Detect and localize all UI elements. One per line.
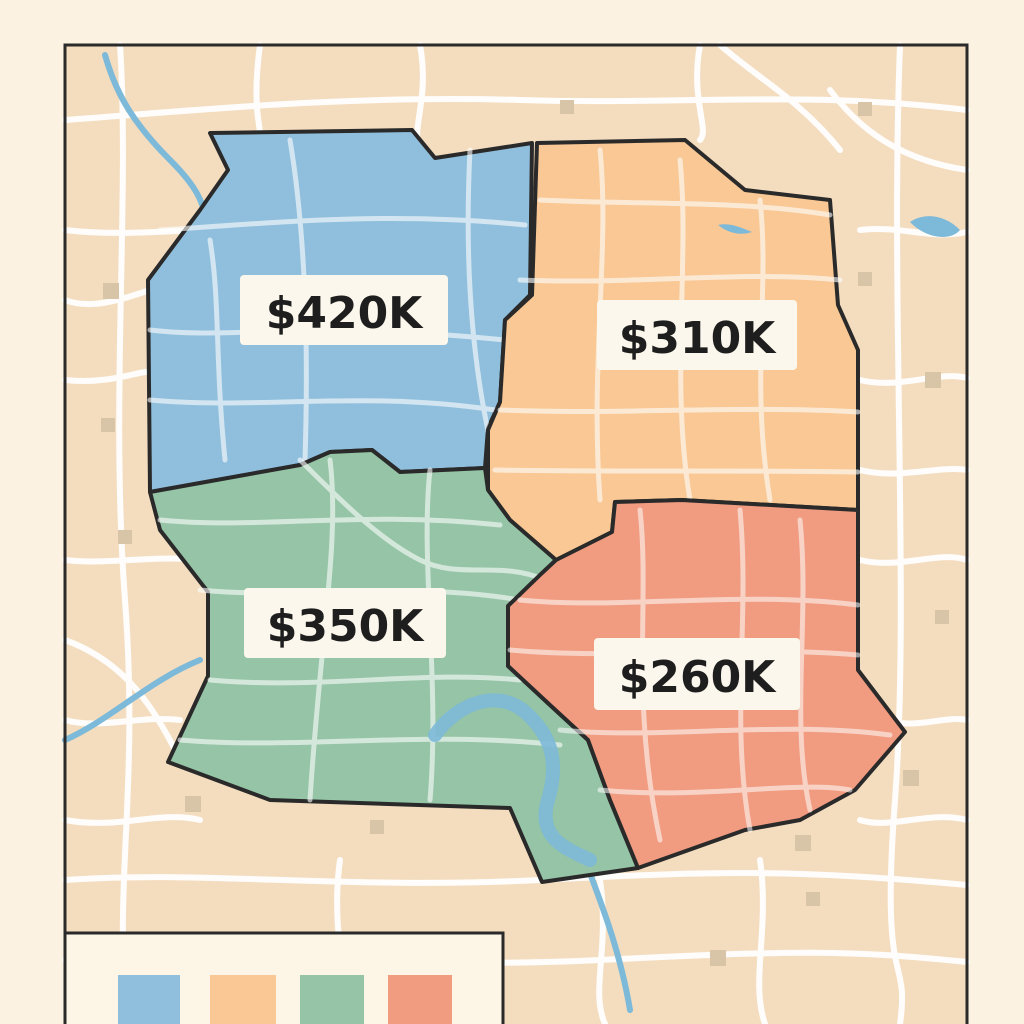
label-box xyxy=(240,275,448,345)
building-blocks xyxy=(101,100,949,966)
map-frame xyxy=(63,43,969,1024)
legend-swatch-southeast[interactable] xyxy=(388,975,452,1024)
legend-swatch-northeast[interactable] xyxy=(210,975,276,1024)
region-price-label: $350K xyxy=(267,601,425,652)
region-label-northeast: $310K xyxy=(597,300,797,370)
region-label-southwest: $350K xyxy=(244,588,446,658)
river xyxy=(428,693,597,867)
label-box xyxy=(597,300,797,370)
region-label-southeast: $260K xyxy=(594,638,800,710)
label-box xyxy=(244,588,446,658)
region-label-northwest: $420K xyxy=(240,275,448,345)
legend-swatch-northwest[interactable] xyxy=(118,975,180,1024)
legend xyxy=(63,931,505,1024)
region-price-label: $310K xyxy=(619,313,777,364)
legend-swatch-southwest[interactable] xyxy=(300,975,364,1024)
region-price-label: $260K xyxy=(619,652,777,703)
region-price-label: $420K xyxy=(266,288,424,339)
river xyxy=(62,657,203,743)
lake xyxy=(910,216,960,237)
pond xyxy=(718,224,752,234)
label-box xyxy=(594,638,800,710)
